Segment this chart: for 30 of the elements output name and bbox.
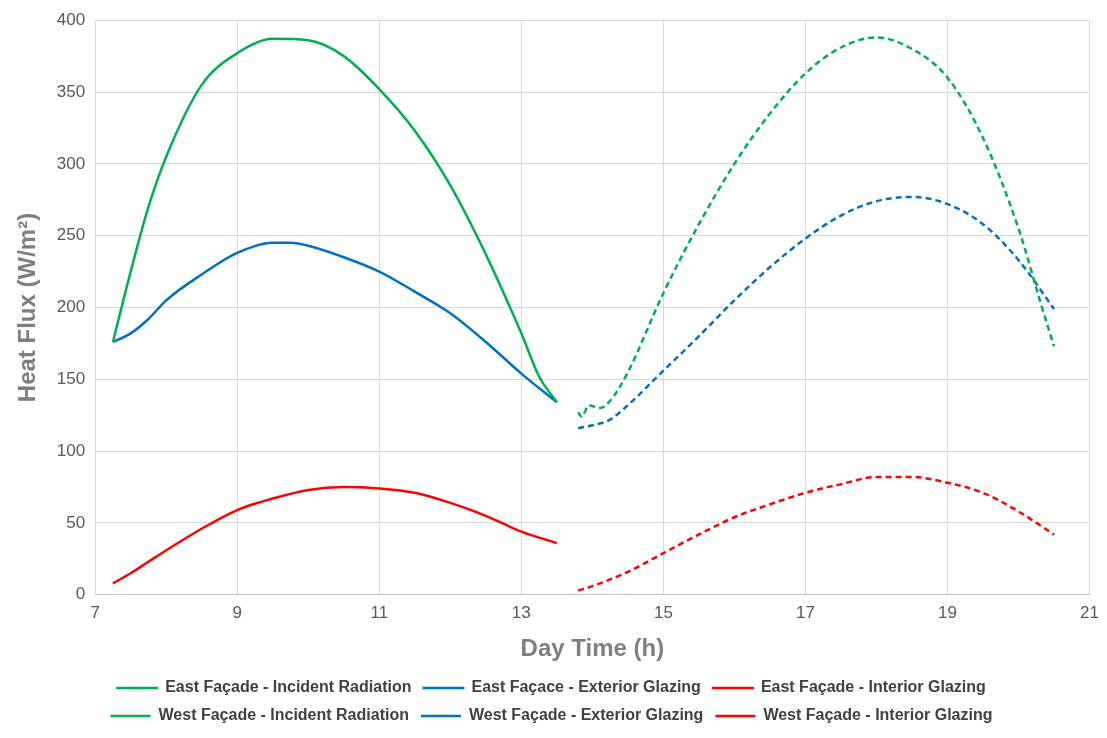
y-axis-title: Heat Flux (W/m²) (13, 212, 41, 403)
y-tick-label: 0 (75, 584, 86, 604)
legend-label: East Façace - Exterior Glazing (471, 678, 701, 696)
legend-label: East Façade - Interior Glazing (760, 678, 986, 696)
y-tick-label: 300 (56, 153, 86, 173)
legend-label: West Façade - Incident Radiation (158, 706, 409, 724)
x-tick-label: 15 (653, 602, 673, 622)
y-tick-label: 250 (56, 225, 86, 245)
y-tick-label: 150 (56, 369, 86, 389)
legend-label: West Façade - Interior Glazing (763, 706, 993, 724)
x-tick-label: 17 (795, 602, 815, 622)
y-tick-label: 100 (56, 440, 86, 460)
x-tick-label: 19 (938, 602, 957, 622)
x-tick-label: 11 (370, 602, 389, 622)
legend-label: West Façade - Exterior Glazing (468, 706, 704, 724)
x-tick-label: 13 (511, 602, 531, 622)
line-series (111, 37, 559, 404)
x-tick-label: 9 (232, 602, 242, 622)
y-tick-label: 400 (56, 9, 86, 29)
y-tick-label: 50 (66, 512, 86, 532)
y-tick-label: 200 (56, 297, 86, 317)
x-tick-label: 21 (1080, 602, 1100, 622)
line-series (576, 36, 1056, 418)
y-tick-label: 350 (56, 81, 86, 101)
legend-label: East Façade - Incident Radiation (165, 678, 412, 696)
line-series (111, 485, 559, 585)
x-axis-title: Day Time (h) (520, 634, 665, 662)
line-series (576, 475, 1056, 592)
x-tick-label: 7 (90, 602, 100, 622)
line-series (576, 195, 1056, 430)
